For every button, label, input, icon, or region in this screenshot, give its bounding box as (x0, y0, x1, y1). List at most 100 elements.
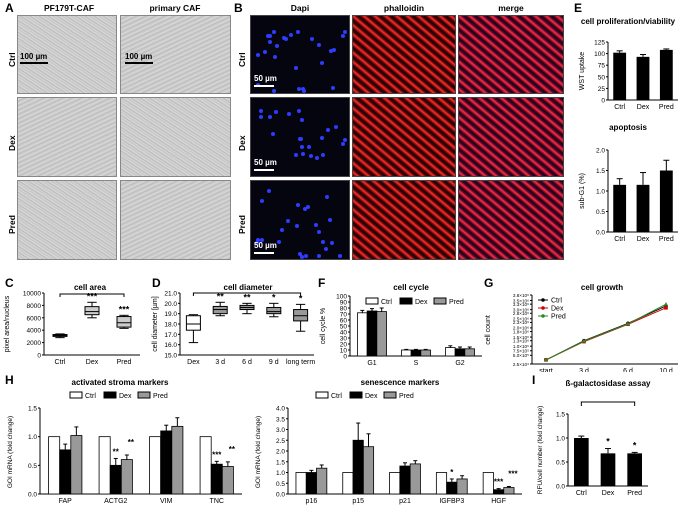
scalebar-label-b2: 50 µm (254, 158, 277, 167)
nucleus-dot (295, 223, 300, 228)
nucleus-dot (272, 54, 277, 59)
bar-ctrl (574, 438, 589, 486)
y-tick-label: 50 (340, 324, 348, 331)
y-axis-label: sub-G1 (%) (579, 173, 586, 209)
x-tick-label: ACTG2 (104, 498, 127, 505)
nucleus-dot (306, 145, 311, 150)
x-tick-label: Ctrl (576, 490, 587, 497)
merge-ctrl (458, 15, 564, 94)
box-long-term (293, 309, 309, 322)
nucleus-dot (299, 118, 304, 123)
legend-swatch-pred (383, 391, 397, 399)
bar-dex (636, 56, 650, 100)
y-tick-label: 30 (340, 336, 348, 343)
panel-letter-a: A (5, 1, 14, 15)
nucleus-dot (317, 254, 322, 259)
nucleus-dot (260, 198, 265, 203)
y-axis-label: WST uptake (579, 52, 586, 90)
bar-ACTG2-dex (109, 464, 122, 495)
nucleus-dot (279, 227, 284, 232)
y-tick-label: 75 (598, 63, 606, 70)
x-tick-label: Pred (117, 359, 132, 366)
significance-star: ** (217, 291, 225, 301)
phalloidin-dex (352, 97, 456, 177)
x-tick-label: Pred (659, 104, 674, 111)
y-tick-label: 90 (340, 300, 348, 307)
chart-h-activated-stroma: activated stroma markers 0.0 0.5 1.0 1.5 GOI … (7, 378, 242, 505)
bar-p21-pred (409, 463, 421, 495)
bar-S-ctrl (401, 349, 412, 357)
bar-TNC-dex (210, 463, 223, 495)
legend-swatch-pred (433, 297, 447, 305)
y-tick-label: 1.5 (28, 406, 37, 413)
nucleus-dot (256, 52, 261, 57)
scalebar-label-a1: 100 µm (20, 52, 48, 61)
significance-star: * (633, 440, 637, 450)
header-dapi: Dapi (290, 3, 310, 13)
x-tick-label: 3 d (579, 368, 589, 372)
y-tick-label: 1.0×10⁶ (513, 344, 529, 349)
legend-marker (541, 314, 545, 318)
y-axis-label: GOI mRNA (fold change) (255, 416, 262, 488)
nucleus-dot (259, 108, 264, 113)
x-tick-label: long term (286, 359, 315, 366)
y-tick-label: 2000 (27, 340, 42, 347)
x-tick-label: HGF (491, 498, 506, 505)
significance-star: ** (113, 447, 120, 456)
nucleus-dot (270, 132, 275, 137)
x-tick-label: Pred (627, 490, 642, 497)
y-tick-label: 2.0×10⁶ (513, 326, 529, 331)
nucleus-dot (310, 37, 315, 42)
nucleus-dot (325, 127, 330, 132)
bar-VIM-dex (160, 430, 173, 495)
micrograph-primary-dex (120, 97, 231, 177)
nucleus-dot (268, 39, 273, 44)
significance-star: * (450, 468, 454, 477)
x-tick-label: S (414, 360, 419, 367)
panel-letter-i: I (532, 373, 536, 387)
legend-swatch-pred (137, 391, 151, 399)
box-Dex (84, 306, 100, 316)
bar-G2-pred (464, 348, 475, 357)
nucleus-dot (317, 42, 322, 47)
bar-dex (600, 453, 616, 486)
nucleus-dot (324, 194, 329, 199)
nucleus-dot (255, 238, 260, 242)
nucleus-dot (334, 124, 339, 129)
x-tick-label: Ctrl (614, 236, 625, 243)
nucleus-dot (296, 109, 301, 114)
bar-VIM-pred (171, 425, 184, 495)
comparison-bracket (59, 293, 125, 297)
x-tick-label: 6 d (242, 359, 252, 366)
x-tick-label: 9 d (269, 359, 279, 366)
panel-letter-b: B (234, 1, 243, 15)
row-label-pred: Pred (7, 215, 17, 234)
nucleus-dot (296, 87, 301, 92)
x-tick-label: start (539, 368, 553, 372)
comparison-bracket (580, 401, 636, 406)
legend-marker (541, 298, 545, 302)
bar-pred (627, 453, 642, 486)
bar-ctrl (613, 52, 627, 100)
nucleus-dot (301, 89, 306, 93)
scalebar-b1 (254, 85, 274, 87)
x-tick-label: G2 (455, 360, 464, 367)
x-tick-label: Dex (637, 236, 650, 243)
bar-HGF-ctrl (482, 472, 494, 495)
x-tick-label: IGFBP3 (439, 498, 464, 505)
y-tick-label: 1.0 (276, 470, 285, 477)
y-tick-label: 3.3×10⁶ (513, 302, 529, 307)
micrograph-pf179t-pred (17, 180, 117, 260)
y-tick-label: 0.5 (276, 481, 285, 488)
nucleus-dot (323, 247, 328, 252)
nucleus-dot (295, 29, 300, 34)
merge-dex (458, 97, 564, 177)
bar-p16-dex (305, 472, 317, 495)
dapi-dex (250, 97, 350, 177)
legend-label-ctrl: Ctrl (551, 298, 562, 305)
bar-G1-dex (366, 310, 378, 357)
x-tick-label: 6 d (623, 368, 633, 372)
x-tick-label: FAP (59, 498, 73, 505)
legend-swatch-ctrl (315, 391, 329, 399)
legend-label-dex: Dex (551, 306, 564, 313)
